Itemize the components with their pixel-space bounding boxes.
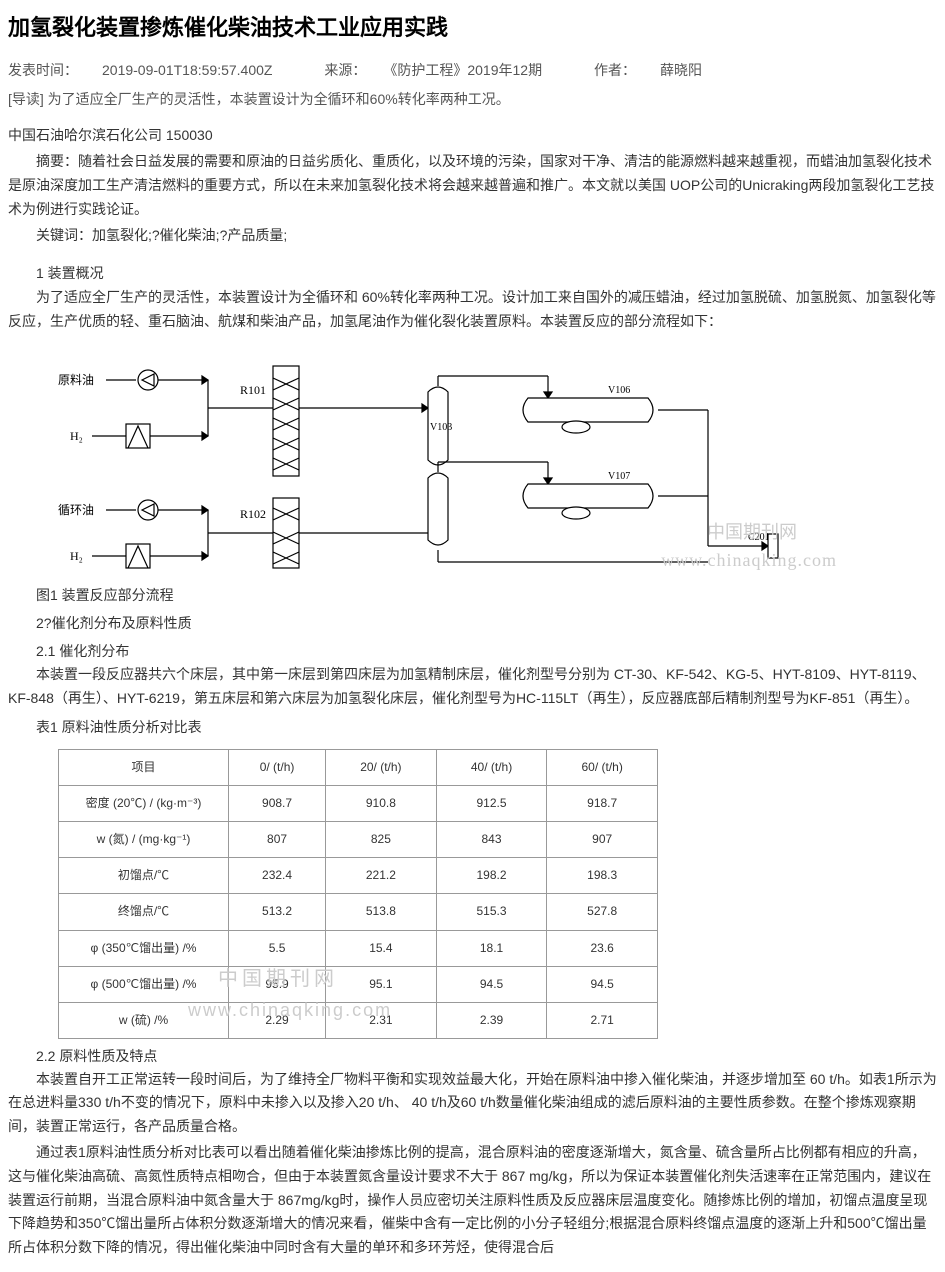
table-cell: 95.1 <box>326 966 437 1002</box>
table-cell: 2.31 <box>326 1003 437 1039</box>
affiliation: 中国石油哈尔滨石化公司 150030 <box>8 124 937 146</box>
table-row: φ (500℃馏出量) /%95.995.194.594.5 <box>59 966 658 1002</box>
table-cell: 18.1 <box>436 930 547 966</box>
table-cell: 2.29 <box>229 1003 326 1039</box>
table-header-cell: 40/ (t/h) <box>436 749 547 785</box>
table-header-cell: 20/ (t/h) <box>326 749 437 785</box>
table-cell: 23.6 <box>547 930 658 966</box>
table-cell: 843 <box>436 822 547 858</box>
figure-1-caption: 图1 装置反应部分流程 <box>8 584 937 606</box>
table-cell: 198.2 <box>436 858 547 894</box>
table-cell: 密度 (20℃) / (kg·m⁻³) <box>59 785 229 821</box>
svg-text:V107: V107 <box>608 471 630 482</box>
table-cell: 198.3 <box>547 858 658 894</box>
table-cell: 终馏点/℃ <box>59 894 229 930</box>
section-2-heading: 2?催化剂分布及原料性质 <box>8 612 937 634</box>
table-cell: φ (500℃馏出量) /% <box>59 966 229 1002</box>
svg-text:R101: R101 <box>240 383 266 397</box>
section-21-para: 本装置一段反应器共六个床层，其中第一床层到第四床层为加氢精制床层，催化剂型号分别… <box>8 663 937 711</box>
svg-text:原料油: 原料油 <box>58 373 94 387</box>
meta-row: 发表时间：2019-09-01T18:59:57.400Z 来源：《防护工程》2… <box>8 59 937 81</box>
table-cell: 513.2 <box>229 894 326 930</box>
table-row: φ (350℃馏出量) /%5.515.418.123.6 <box>59 930 658 966</box>
table-1: 项目0/ (t/h)20/ (t/h)40/ (t/h)60/ (t/h)密度 … <box>58 749 658 1040</box>
table-cell: 94.5 <box>547 966 658 1002</box>
section-21-heading: 2.1 催化剂分布 <box>8 640 937 662</box>
table-cell: 5.5 <box>229 930 326 966</box>
section-22-p1: 本装置自开工正常运转一段时间后，为了维持全厂物料平衡和实现效益最大化，开始在原料… <box>8 1068 937 1139</box>
table-cell: 初馏点/℃ <box>59 858 229 894</box>
table-row: w (氮) / (mg·kg⁻¹)807825843907 <box>59 822 658 858</box>
pub-time: 发表时间：2019-09-01T18:59:57.400Z <box>8 62 296 78</box>
author: 作者：薛晓阳 <box>594 62 726 78</box>
table-1-caption: 表1 原料油性质分析对比表 <box>8 716 937 738</box>
table-row: w (硫) /%2.292.312.392.71 <box>59 1003 658 1039</box>
table-cell: 2.39 <box>436 1003 547 1039</box>
table-cell: 15.4 <box>326 930 437 966</box>
table-header-cell: 0/ (t/h) <box>229 749 326 785</box>
table-cell: 515.3 <box>436 894 547 930</box>
table-cell: w (氮) / (mg·kg⁻¹) <box>59 822 229 858</box>
table-cell: 221.2 <box>326 858 437 894</box>
table-cell: 95.9 <box>229 966 326 1002</box>
svg-text:循环油: 循环油 <box>58 503 94 517</box>
svg-text:V106: V106 <box>608 385 630 396</box>
intro-line: [导读] 为了适应全厂生产的灵活性，本装置设计为全循环和60%转化率两种工况。 <box>8 88 937 110</box>
svg-text:H₂: H₂ <box>70 549 83 563</box>
abstract: 摘要：随着社会日益发展的需要和原油的日益劣质化、重质化，以及环境的污染，国家对干… <box>8 150 937 221</box>
table-cell: 527.8 <box>547 894 658 930</box>
table-cell: 807 <box>229 822 326 858</box>
table-cell: 912.5 <box>436 785 547 821</box>
svg-text:V103: V103 <box>430 422 452 433</box>
table-row: 初馏点/℃232.4221.2198.2198.3 <box>59 858 658 894</box>
keywords: 关键词：加氢裂化;?催化柴油;?产品质量; <box>8 224 937 248</box>
table-row: 密度 (20℃) / (kg·m⁻³)908.7910.8912.5918.7 <box>59 785 658 821</box>
table-cell: 918.7 <box>547 785 658 821</box>
svg-text:C201: C201 <box>748 532 770 543</box>
svg-text:R102: R102 <box>240 507 266 521</box>
section-22-p2: 通过表1原料油性质分析对比表可以看出随着催化柴油掺炼比例的提高，混合原料油的密度… <box>8 1141 937 1260</box>
table-header-cell: 项目 <box>59 749 229 785</box>
table-cell: 513.8 <box>326 894 437 930</box>
table-cell: 2.71 <box>547 1003 658 1039</box>
table-header-cell: 60/ (t/h) <box>547 749 658 785</box>
page-title: 加氢裂化装置掺炼催化柴油技术工业应用实践 <box>8 10 937 45</box>
section-1-para: 为了适应全厂生产的灵活性，本装置设计为全循环和 60%转化率两种工况。设计加工来… <box>8 286 937 334</box>
table-cell: w (硫) /% <box>59 1003 229 1039</box>
table-cell: 232.4 <box>229 858 326 894</box>
section-1-heading: 1 装置概况 <box>8 262 937 284</box>
table-cell: 825 <box>326 822 437 858</box>
table-cell: 910.8 <box>326 785 437 821</box>
svg-text:H₂: H₂ <box>70 429 83 443</box>
figure-1-diagram: 原料油 H₂ <box>48 348 937 578</box>
table-cell: φ (350℃馏出量) /% <box>59 930 229 966</box>
table-cell: 907 <box>547 822 658 858</box>
table-cell: 908.7 <box>229 785 326 821</box>
source: 来源：《防护工程》2019年12期 <box>324 62 566 78</box>
section-22-heading: 2.2 原料性质及特点 <box>8 1045 937 1067</box>
table-row: 终馏点/℃513.2513.8515.3527.8 <box>59 894 658 930</box>
table-cell: 94.5 <box>436 966 547 1002</box>
